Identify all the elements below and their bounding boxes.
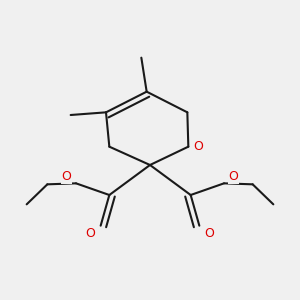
Text: O: O bbox=[228, 170, 238, 183]
Text: O: O bbox=[86, 227, 96, 240]
Text: O: O bbox=[204, 227, 214, 240]
Text: O: O bbox=[193, 140, 203, 153]
Text: O: O bbox=[62, 170, 72, 183]
